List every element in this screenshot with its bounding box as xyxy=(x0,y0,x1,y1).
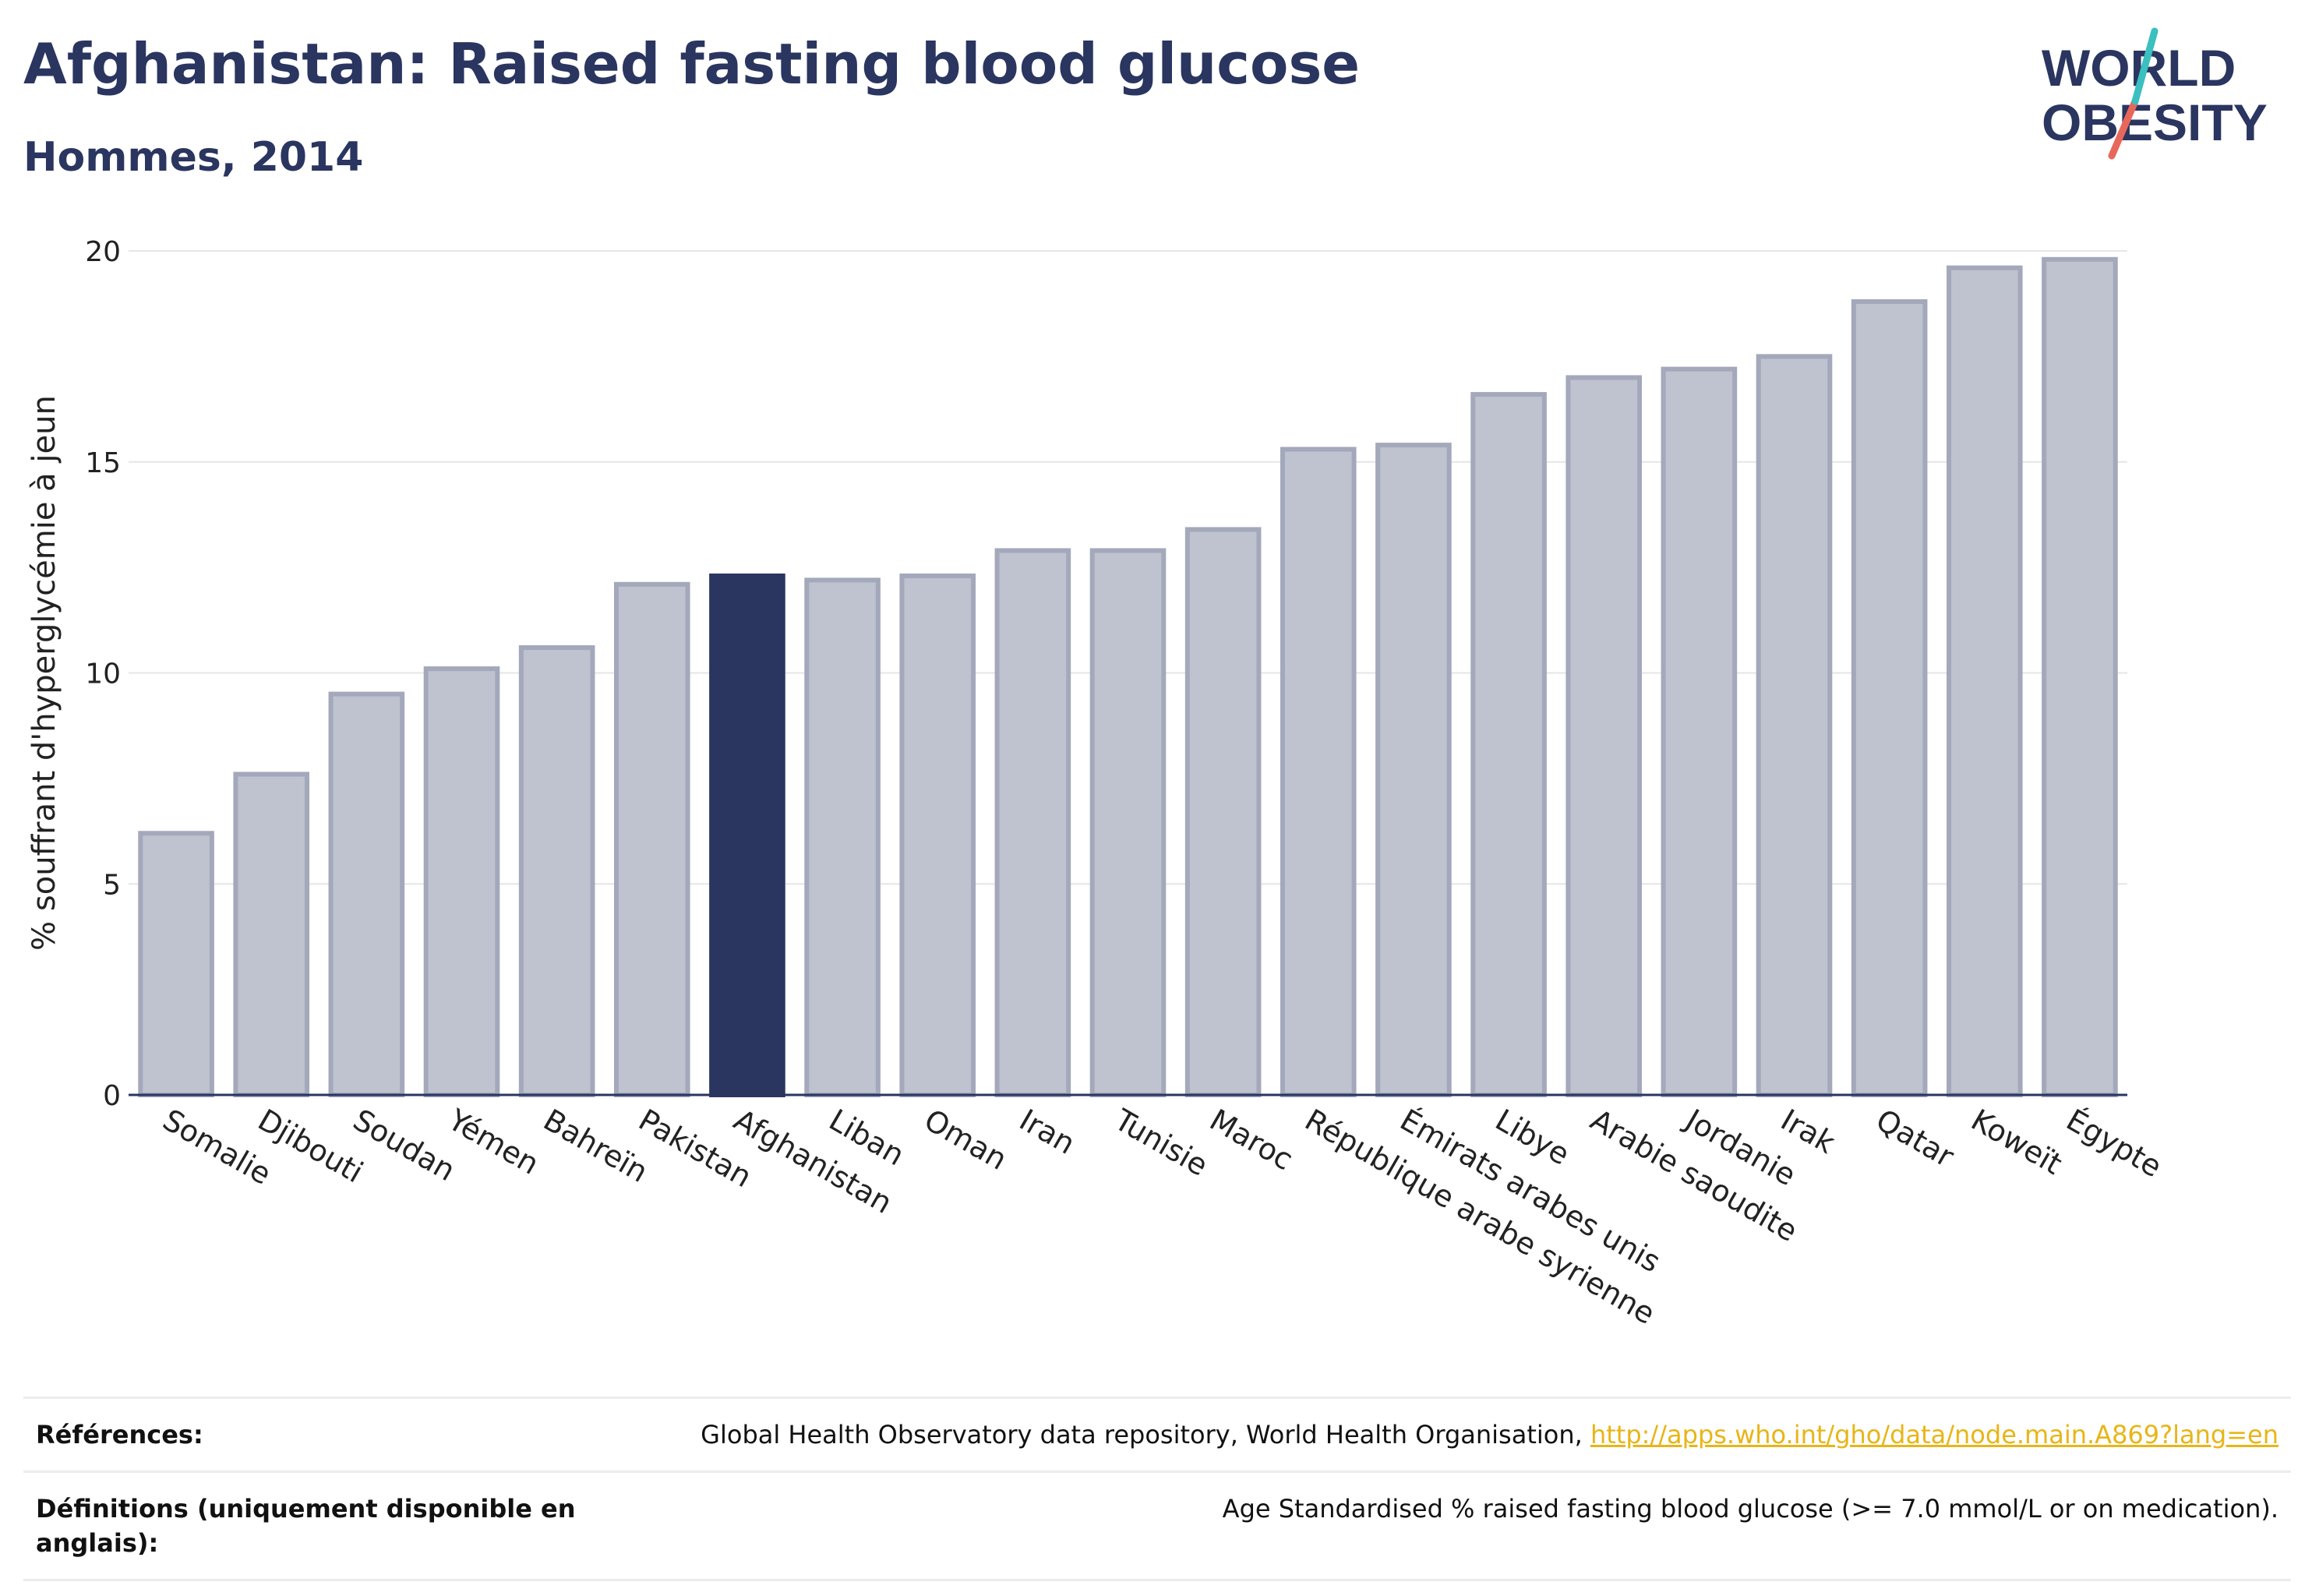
x-tick-label: Qatar xyxy=(1870,1103,1960,1174)
x-tick-label: Djibouti xyxy=(252,1103,369,1190)
y-tick-label: 15 xyxy=(85,447,121,479)
references-row: Références: Global Health Observatory da… xyxy=(23,1396,2291,1471)
y-tick-label: 5 xyxy=(103,869,121,901)
bar xyxy=(423,666,500,1097)
x-tick-label: Irak xyxy=(1775,1103,1841,1160)
x-tick-label: Maroc xyxy=(1204,1103,1299,1178)
references-table: Références: Global Health Observatory da… xyxy=(23,1396,2291,1581)
bar xyxy=(2042,256,2118,1098)
references-label: Références: xyxy=(36,1420,203,1449)
y-tick-label: 0 xyxy=(103,1080,121,1112)
page-title: Afghanistan: Raised fasting blood glucos… xyxy=(23,31,1361,97)
bar-chart: 0 5 10 15 20 % souffrant d'hyperglycémie à je… xyxy=(26,236,2168,1331)
bar xyxy=(1756,354,1833,1097)
bar xyxy=(994,548,1071,1097)
x-tick-label: Oman xyxy=(919,1103,1013,1177)
bar xyxy=(899,573,976,1097)
x-tick-label: Somalie xyxy=(157,1103,277,1192)
bar xyxy=(1184,527,1262,1097)
logo-slash-teal xyxy=(2131,27,2159,105)
bar xyxy=(804,577,881,1097)
definitions-label: Définitions (uniquement disponible en an… xyxy=(36,1494,576,1558)
references-text: Global Health Observatory data repositor… xyxy=(701,1420,1590,1449)
bar xyxy=(1089,548,1167,1097)
y-tick-label: 10 xyxy=(85,659,121,690)
bar xyxy=(1470,392,1547,1097)
bar xyxy=(1851,298,1928,1098)
x-tick-label: Égypte xyxy=(2060,1103,2167,1185)
logo-line2: OBESITY xyxy=(2042,94,2268,151)
bar xyxy=(613,581,690,1097)
bar xyxy=(518,645,595,1097)
bar xyxy=(328,691,405,1097)
x-tick-label: Iran xyxy=(1014,1103,1081,1161)
bar xyxy=(1280,447,1357,1097)
x-tick-label: Tunisie xyxy=(1108,1102,1213,1183)
logo-slash-coral xyxy=(2108,97,2139,160)
definitions-row: Définitions (uniquement disponible en an… xyxy=(23,1471,2291,1581)
x-tick-label: Koweït xyxy=(1965,1103,2067,1181)
bar xyxy=(138,831,214,1098)
bar xyxy=(1946,265,2023,1097)
references-value: Global Health Observatory data repositor… xyxy=(701,1418,2279,1452)
bar xyxy=(1375,443,1452,1097)
references-link[interactable]: http://apps.who.int/gho/data/node.main.A… xyxy=(1590,1420,2279,1449)
y-tick-label: 20 xyxy=(85,236,121,268)
page-subtitle: Hommes, 2014 xyxy=(23,134,364,181)
bar-highlight xyxy=(709,573,785,1097)
x-tick-label: Soudan xyxy=(348,1103,461,1188)
bar xyxy=(1565,375,1643,1097)
x-tick-label: Bahreïn xyxy=(538,1103,654,1189)
x-tick-label: Yémen xyxy=(442,1102,545,1181)
bar xyxy=(1661,366,1738,1097)
definitions-value: Age Standardised % raised fasting blood … xyxy=(1222,1494,2279,1524)
bar xyxy=(233,772,310,1098)
y-axis-label: % souffrant d'hyperglycémie à jeun xyxy=(26,395,62,951)
world-obesity-logo: WORLD OBESITY xyxy=(2042,27,2268,160)
